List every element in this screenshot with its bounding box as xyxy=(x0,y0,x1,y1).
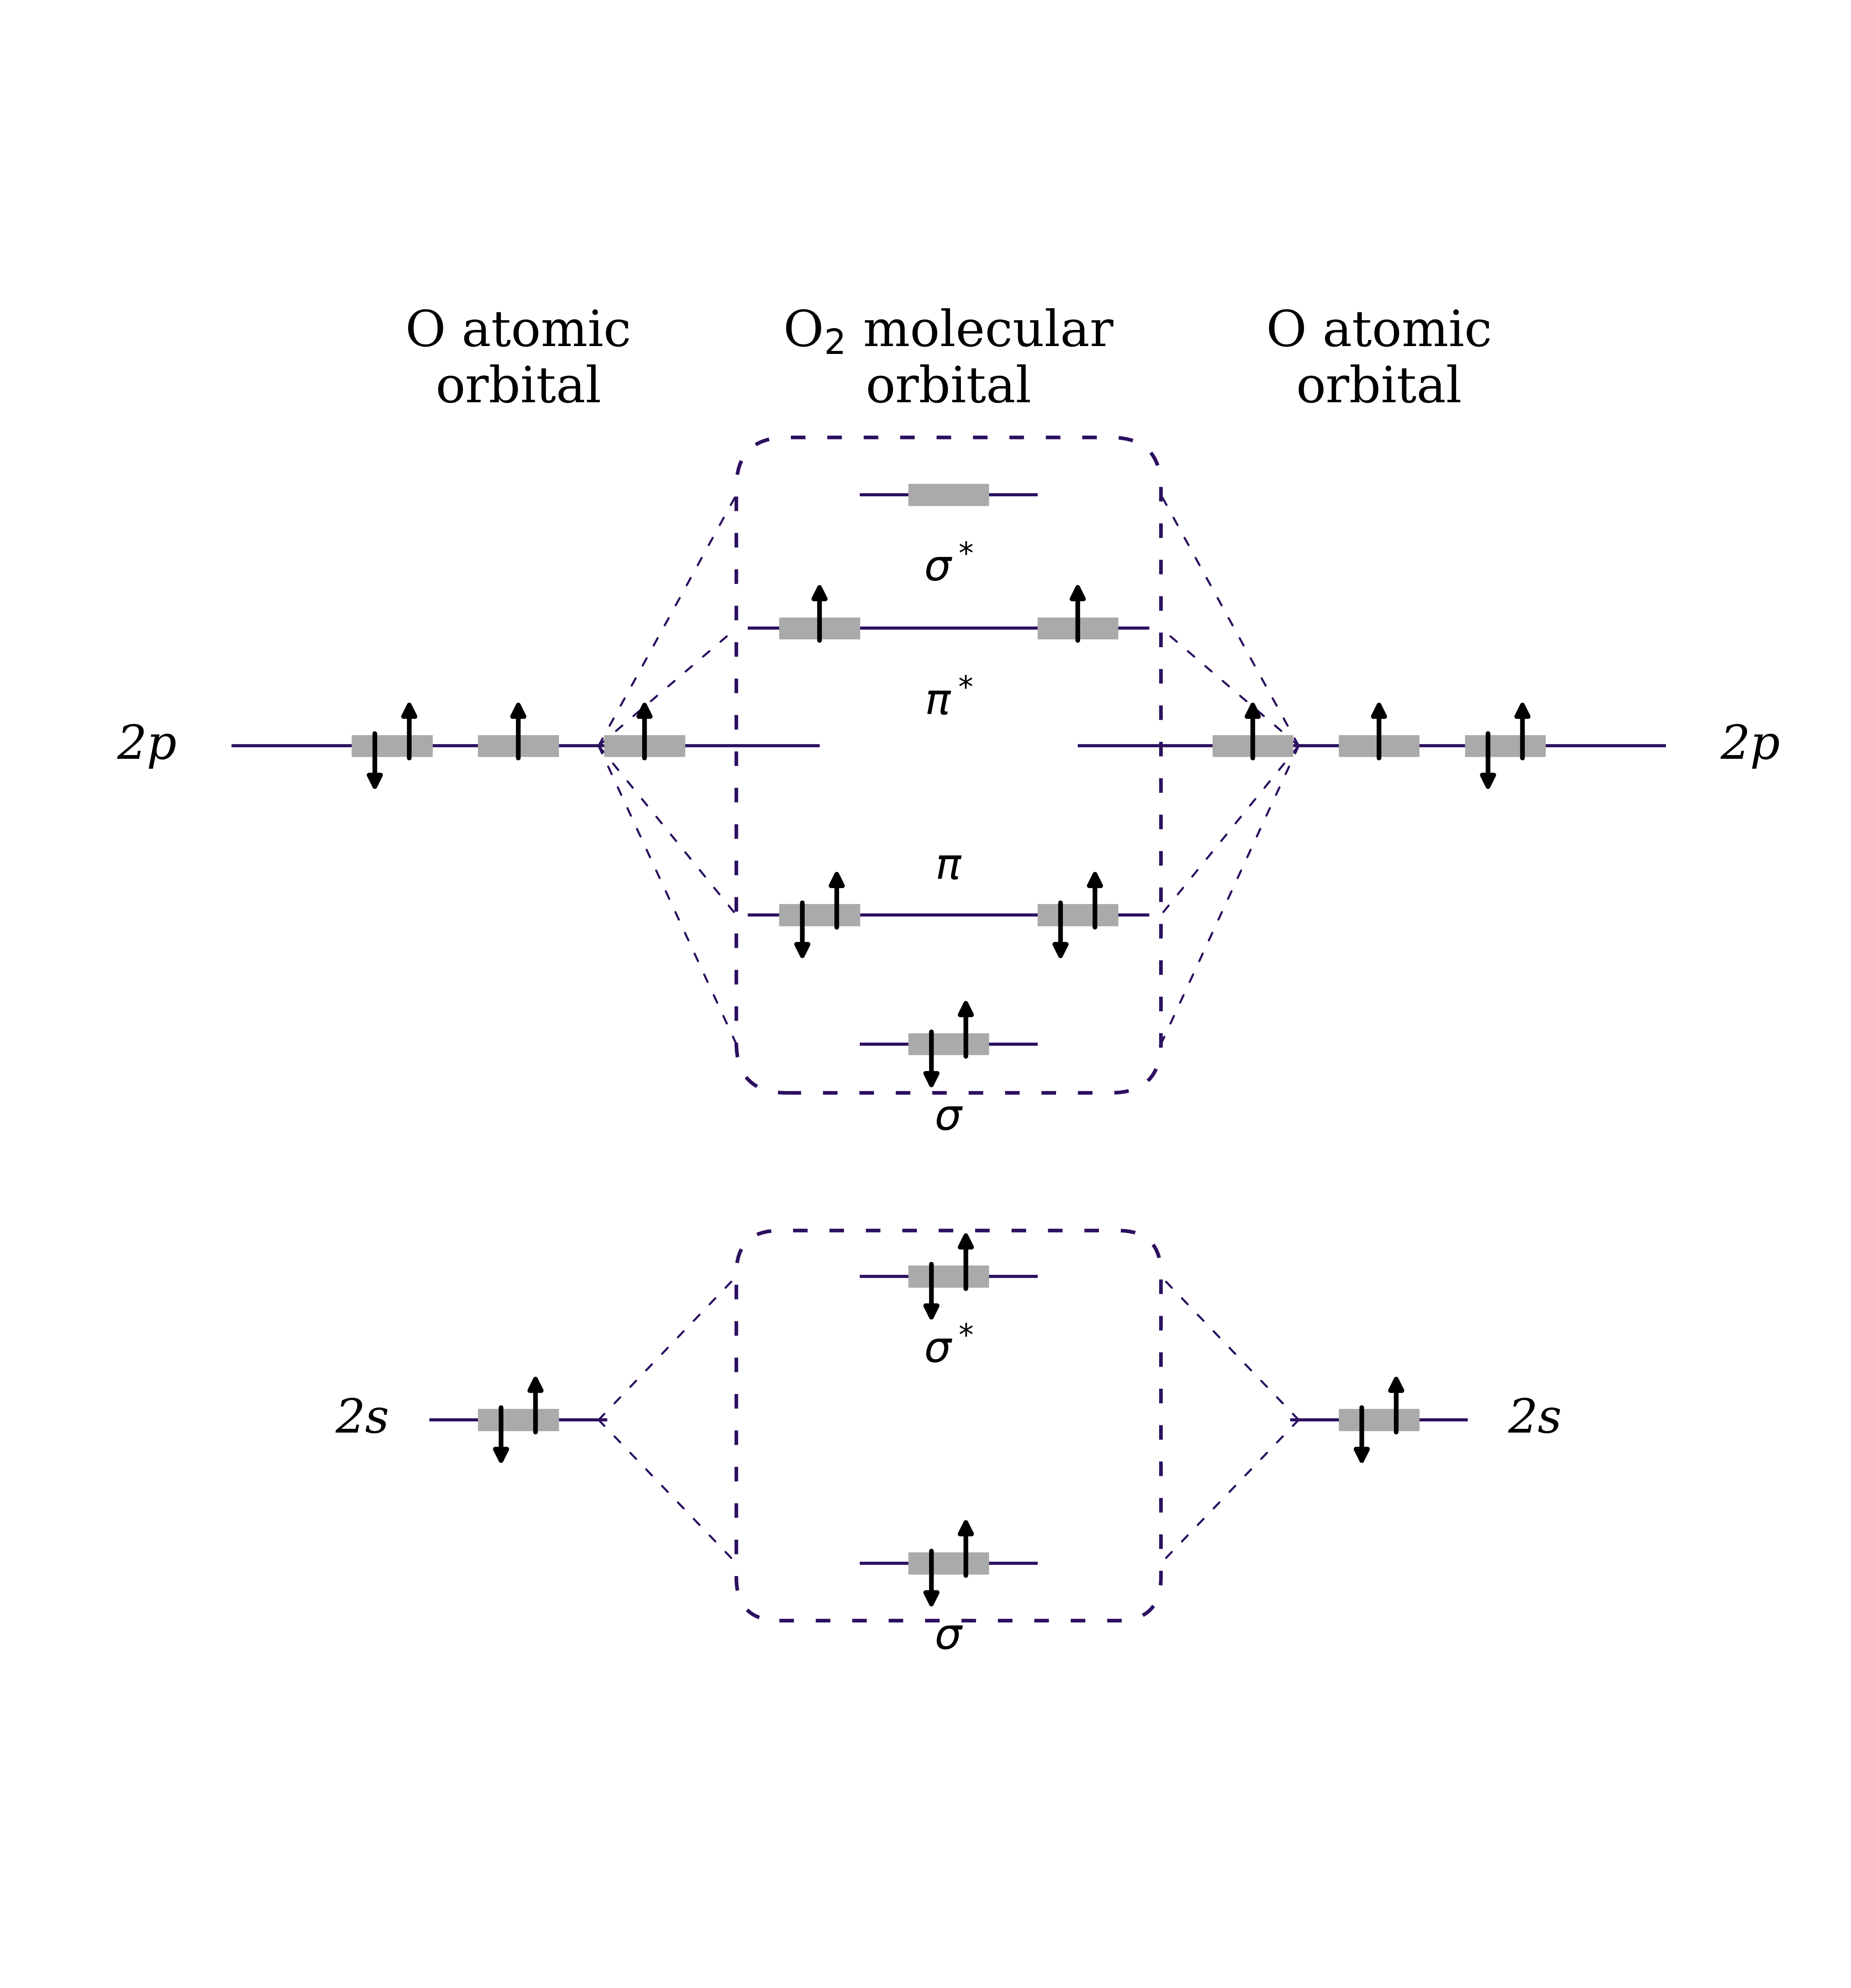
Bar xyxy=(779,905,859,926)
Bar xyxy=(478,1409,559,1431)
Text: $\sigma$: $\sigma$ xyxy=(935,1097,963,1139)
Bar xyxy=(1338,1409,1420,1431)
Bar xyxy=(779,618,859,638)
Text: 2p: 2p xyxy=(1720,724,1781,769)
Bar xyxy=(1212,736,1294,757)
Text: O$_2$ molecular
orbital: O$_2$ molecular orbital xyxy=(783,308,1114,414)
Text: 2s: 2s xyxy=(335,1398,389,1443)
Bar xyxy=(1338,736,1420,757)
Bar xyxy=(478,736,559,757)
Bar xyxy=(1466,736,1546,757)
Text: O atomic
orbital: O atomic orbital xyxy=(1266,308,1492,414)
Bar xyxy=(909,1553,988,1574)
Bar xyxy=(1038,905,1118,926)
Bar xyxy=(1038,618,1118,638)
Bar xyxy=(909,1034,988,1056)
Text: $\pi$: $\pi$ xyxy=(935,847,963,887)
Text: 2s: 2s xyxy=(1509,1398,1562,1443)
Bar xyxy=(352,736,433,757)
Text: $\pi^*$: $\pi^*$ xyxy=(924,682,974,724)
Text: $\sigma^*$: $\sigma^*$ xyxy=(924,1330,974,1372)
Text: $\sigma$: $\sigma$ xyxy=(935,1616,963,1658)
Bar xyxy=(909,1266,988,1286)
Text: $\sigma^*$: $\sigma^*$ xyxy=(924,549,974,588)
Bar xyxy=(909,483,988,505)
Text: 2p: 2p xyxy=(117,724,178,769)
Text: O atomic
orbital: O atomic orbital xyxy=(405,308,631,414)
Bar xyxy=(603,736,685,757)
